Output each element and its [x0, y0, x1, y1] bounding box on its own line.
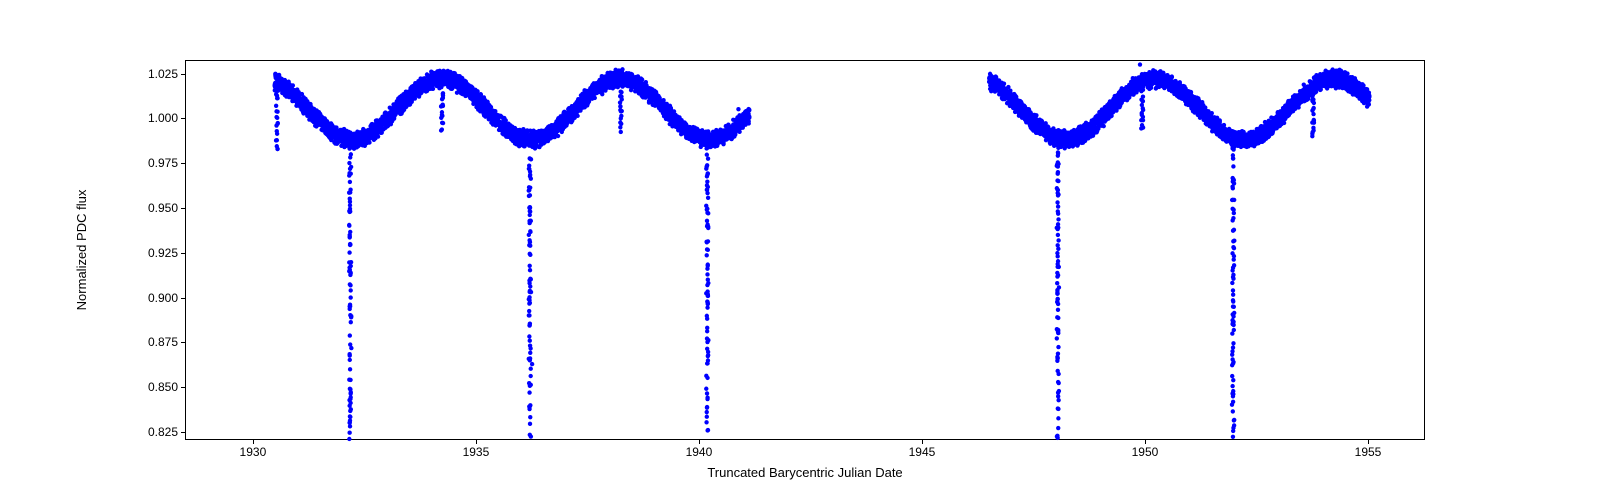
y-tick-mark — [181, 253, 186, 254]
y-tick-label: 1.025 — [148, 67, 178, 81]
y-tick-label: 0.825 — [148, 425, 178, 439]
plot-axes: 193019351940194519501955 0.8250.8500.875… — [185, 60, 1425, 440]
x-tick-label: 1935 — [463, 445, 490, 459]
x-tick-label: 1945 — [909, 445, 936, 459]
y-tick-label: 0.875 — [148, 335, 178, 349]
y-tick-mark — [181, 342, 186, 343]
x-axis-label: Truncated Barycentric Julian Date — [707, 465, 902, 480]
y-tick-label: 0.975 — [148, 156, 178, 170]
data-points — [272, 62, 1371, 441]
y-tick-label: 0.950 — [148, 201, 178, 215]
figure: 1930 1935 1940 1945 1950 1955 0.825 0.850 0.875… — [0, 0, 1600, 500]
x-tick-label: 1955 — [1355, 445, 1382, 459]
y-axis-label: Normalized PDC flux — [74, 190, 89, 311]
y-tick-mark — [181, 298, 186, 299]
y-tick-label: 0.850 — [148, 380, 178, 394]
scatter-plot — [186, 61, 1424, 439]
x-tick-mark — [699, 439, 700, 444]
x-tick-mark — [476, 439, 477, 444]
x-tick-mark — [253, 439, 254, 444]
y-tick-mark — [181, 432, 186, 433]
y-tick-mark — [181, 74, 186, 75]
x-tick-label: 1950 — [1132, 445, 1159, 459]
y-tick-mark — [181, 387, 186, 388]
x-tick-mark — [1368, 439, 1369, 444]
x-tick-label: 1930 — [240, 445, 267, 459]
y-tick-label: 0.925 — [148, 246, 178, 260]
y-tick-mark — [181, 163, 186, 164]
y-tick-label: 0.900 — [148, 291, 178, 305]
x-tick-label: 1940 — [686, 445, 713, 459]
x-tick-mark — [922, 439, 923, 444]
y-tick-label: 1.000 — [148, 111, 178, 125]
y-tick-mark — [181, 208, 186, 209]
x-tick-mark — [1145, 439, 1146, 444]
y-tick-mark — [181, 118, 186, 119]
